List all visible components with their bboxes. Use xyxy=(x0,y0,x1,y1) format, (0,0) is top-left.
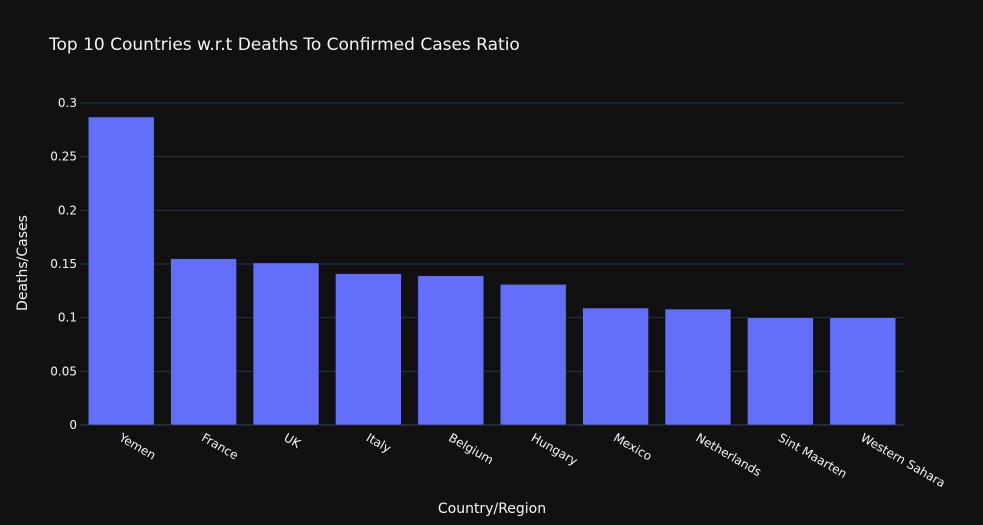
x-axis-label: Country/Region xyxy=(438,501,546,517)
bar-uk[interactable] xyxy=(252,262,320,426)
y-tick-label: 0.05 xyxy=(50,364,77,378)
y-tick-label: 0.2 xyxy=(58,203,77,217)
y-tick-label: 0.25 xyxy=(50,150,77,164)
bar-western-sahara[interactable] xyxy=(829,317,897,426)
bar-france[interactable] xyxy=(170,258,237,426)
bar-mexico[interactable] xyxy=(582,307,649,426)
y-tick-label: 0 xyxy=(69,418,77,432)
y-tick-label: 0.15 xyxy=(50,257,77,271)
y-tick-label: 0.3 xyxy=(58,96,77,110)
y-tick-labels: 0 0.05 0.1 0.15 0.2 0.25 0.3 xyxy=(50,96,77,432)
y-axis-label: Deaths/Cases xyxy=(15,215,31,311)
bars xyxy=(87,116,897,426)
bar-netherlands[interactable] xyxy=(664,308,732,426)
bar-belgium[interactable] xyxy=(417,275,485,426)
bar-sint-maarten[interactable] xyxy=(747,317,814,426)
y-tick-label: 0.1 xyxy=(58,311,77,325)
chart-title: Top 10 Countries w.r.t Deaths To Confirm… xyxy=(48,35,520,55)
bar-italy[interactable] xyxy=(335,273,402,426)
bar-yemen[interactable] xyxy=(87,116,155,426)
bar-hungary[interactable] xyxy=(499,284,567,426)
